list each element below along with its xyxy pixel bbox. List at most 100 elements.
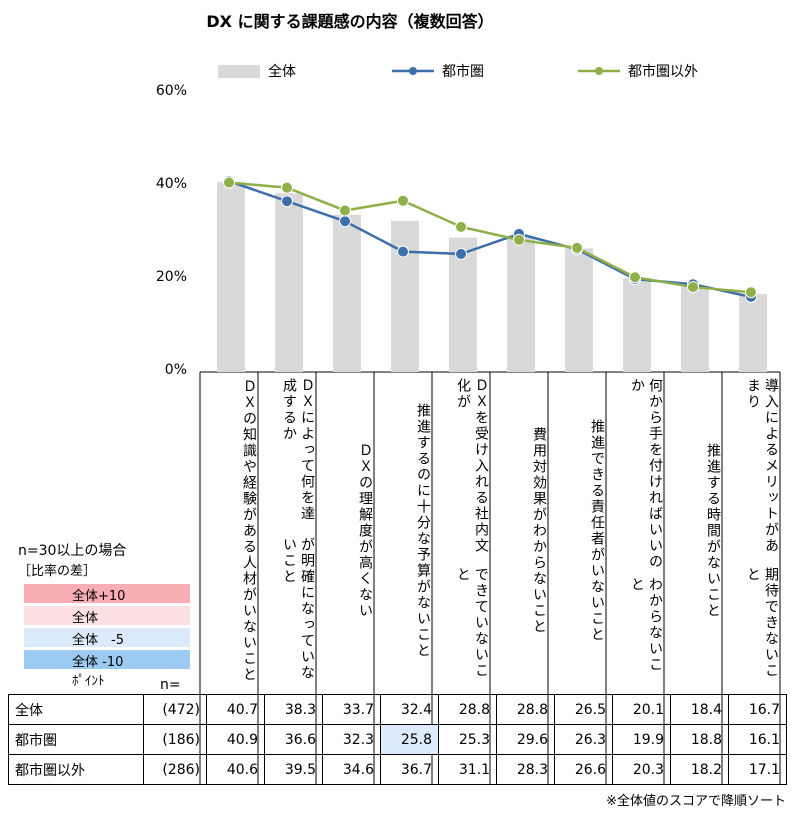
table-cell: 33.7 [322,694,381,725]
table-cell: 40.6 [206,754,265,785]
table-cell: 34.6 [322,754,381,785]
category-label-1: ＤＸによって何を達成するか が明確になっていないこと [258,378,316,684]
table-cell: 36.6 [264,724,323,755]
bar-all-3 [391,220,419,372]
legend-non-urban: 都市圏以外 [578,60,698,82]
note-swatch-3 [24,650,190,669]
point-non-urban-5 [513,233,525,246]
point-urban-3 [397,245,409,258]
chart-title: DX に関する課題感の内容（複数回答） [206,12,494,31]
note-subtitle: ［比率の差］ [18,564,97,579]
table-cell: 29.6 [496,724,555,755]
category-label-1-line-1: が明確になっていないこと [281,537,315,682]
category-label-1-line-0: ＤＸによって何を達成するか [281,378,315,522]
note-swatch-1 [24,606,190,625]
category-label-9-line-0: 導入によるメリットがあまり [745,378,779,554]
note-swatch-0 [24,584,190,603]
row-n: (286) [143,754,207,785]
bar-all-1 [275,193,303,372]
note-item-3: 全体 -10ﾎﾟｲﾝﾄ [18,650,190,689]
point-non-urban-7 [629,271,641,284]
table-cell: 40.7 [206,694,265,725]
point-non-urban-8 [687,281,699,294]
legend-urban-label: 都市圏 [442,64,484,80]
bar-all-5 [507,237,535,372]
table-cell: 28.8 [438,694,497,725]
line-non-urban [228,181,752,294]
bar-all-9 [739,294,767,372]
category-label-6: 推進できる責任者がいないこと [548,378,606,684]
y-tick-0: 0% [164,362,187,378]
category-label-7: 何から手を付ければいいのかわからないこと [606,378,664,684]
table-cell: 40.9 [206,724,265,755]
table-cell: 25.3 [438,724,497,755]
category-label-0-line-1: がいないこと [241,587,257,683]
category-label-2: ＤＸの理解度が高くない [316,378,374,684]
point-non-urban-1 [281,181,293,194]
legend-urban: 都市圏 [392,60,484,82]
table-row: 都市圏 (186) 40.9 36.6 32.3 25.8 25.3 29.6 26.3 19.9… [8,724,787,755]
legend-non-urban-swatch [578,67,620,75]
table-cell: 20.3 [612,754,671,785]
bar-all-4 [449,237,477,372]
category-label-9: 導入によるメリットがあまり期待できないこと [722,378,780,684]
table-cell: 16.1 [728,724,787,755]
legend-all: 全体 [218,60,296,82]
table-cell: 31.1 [438,754,497,785]
category-label-4-line-0: ＤＸを受け入れる社内文化が [455,378,489,554]
note-item-1: 全体 +5ﾎﾟｲﾝﾄ [18,606,190,645]
category-label-6-line-0: 推進できる責任者がいないこ [589,419,605,627]
category-label-3-line-1: いこと [415,611,431,659]
category-label-4: ＤＸを受け入れる社内文化ができていないこと [432,378,490,684]
table-cell: 28.3 [496,754,555,785]
row-n: (472) [143,694,207,725]
category-label-7-line-1: わからないこと [629,576,663,673]
table-cell: 38.3 [264,694,323,725]
category-label-3-line-0: 推進するのに十分な予算がな [415,403,431,611]
row-label: 都市圏以外 [8,754,144,785]
y-tick-20: 20% [155,269,187,285]
row-n: (186) [143,724,207,755]
category-label-6-line-1: と [589,627,605,643]
point-non-urban-6 [571,241,583,254]
point-non-urban-2 [339,204,351,217]
table-cell: 36.7 [380,754,439,785]
table-cell: 26.3 [554,724,613,755]
table-cell: 16.7 [728,694,787,725]
category-label-8-line-0: 推進する時間がないこと [705,443,721,619]
category-label-4-line-1: できていないこと [455,567,489,680]
line-urban [228,179,752,299]
table-cell: 25.8 [380,724,439,755]
table-cell: 28.8 [496,694,555,725]
category-label-7-line-0: 何から手を付ければいいのか [629,378,663,570]
point-non-urban-9 [745,286,757,299]
legend-non-urban-label: 都市圏以外 [628,64,698,80]
row-label: 都市圏 [8,724,144,755]
note-swatch-2 [24,628,190,647]
category-label-5-line-0: 費用対効果がわからないこと [531,427,547,635]
bar-all-6 [565,248,593,372]
table-cell: 18.2 [670,754,729,785]
note-item-2: 全体 -5ﾎﾟｲﾝﾄ [18,628,190,667]
table-cell: 32.4 [380,694,439,725]
category-label-8: 推進する時間がないこと [664,378,722,684]
category-label-0: ＤＸの知識や経験がある人材 がいないこと [200,378,258,684]
data-table: 全体 (472) 40.7 38.3 33.7 32.4 28.8 28.8 26.5 20.1 1… [8,694,787,785]
point-urban-2 [339,215,351,228]
point-urban-1 [281,195,293,208]
category-label-2-line-0: ＤＸの理解度が高くない [357,443,373,619]
note-items: 全体+10ﾎﾟｲﾝﾄ全体 +5ﾎﾟｲﾝﾄ全体 -5ﾎﾟｲﾝﾄ全体 -10ﾎﾟｲﾝ… [18,584,190,689]
category-label-3: 推進するのに十分な予算がな いこと [374,378,432,684]
point-non-urban-0 [223,176,235,189]
point-non-urban-3 [397,194,409,207]
category-label-5: 費用対効果がわからないこと [490,378,548,684]
legend-urban-swatch [392,67,434,75]
bar-all-2 [333,214,361,372]
table-row: 全体 (472) 40.7 38.3 33.7 32.4 28.8 28.8 26.5 20.1 1… [8,694,787,725]
note-title: n=30以上の場合 [18,543,127,559]
table-cell: 32.3 [322,724,381,755]
row-label: 全体 [8,694,144,725]
y-tick-60: 60% [155,83,187,99]
table-cell: 26.6 [554,754,613,785]
category-label-9-line-1: 期待できないこと [745,567,779,680]
